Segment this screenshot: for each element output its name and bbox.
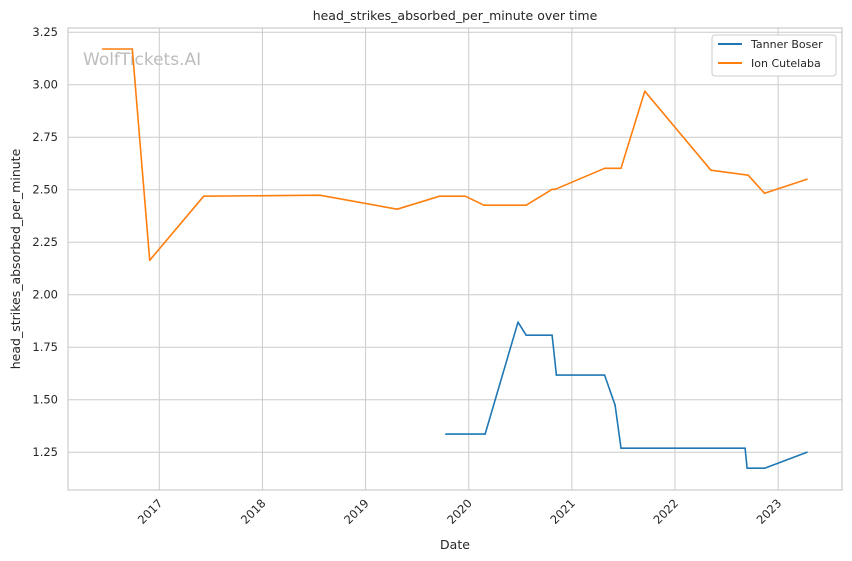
data-point-tanner-boser [551,334,553,337]
data-point-ion-cutelaba [101,48,104,50]
y-tick-label: 1.75 [32,340,58,354]
x-tick-label: 2022 [651,496,682,527]
data-point-tanner-boser [603,374,606,376]
data-point-tanner-boser [484,433,486,435]
data-point-tanner-boser [525,334,528,337]
data-point-ion-cutelaba [464,195,467,198]
data-point-ion-cutelaba [131,48,134,50]
data-point-ion-cutelaba [643,90,646,93]
watermark: WolfTickets.AI [83,50,201,70]
y-tick-label: 2.50 [32,183,58,197]
data-point-tanner-boser [806,451,808,454]
y-tick-label: 3.00 [32,78,58,92]
y-tick-label: 2.00 [32,288,58,302]
data-point-tanner-boser [763,467,766,469]
data-point-ion-cutelaba [806,178,808,180]
grid [68,28,842,490]
legend-label-ion-cutelaba: Ion Cutelaba [751,57,821,70]
data-point-tanner-boser [614,404,616,406]
data-point-ion-cutelaba [747,174,749,177]
chart-title: head_strikes_absorbed_per_minute over ti… [313,8,598,23]
y-tick-labels: 1.25 1.50 1.75 2.00 2.25 2.50 2.75 3.00 3.25 [32,25,58,459]
data-point-ion-cutelaba [148,259,151,262]
x-tick-label: 2021 [547,496,578,527]
y-axis-label: head_strikes_absorbed_per_minute [8,148,23,369]
y-tick-label: 3.25 [32,25,58,39]
data-point-ion-cutelaba [202,195,205,198]
series-line-ion-cutelaba [102,48,808,262]
data-point-ion-cutelaba [319,194,321,196]
data-point-ion-cutelaba [551,188,553,191]
data-point-ion-cutelaba [525,204,528,207]
data-point-ion-cutelaba [620,167,622,170]
x-tick-label: 2018 [238,496,269,527]
legend-label-tanner-boser: Tanner Boser [750,38,823,51]
data-point-ion-cutelaba [483,204,485,207]
y-tick-label: 2.75 [32,130,58,144]
data-point-ion-cutelaba [554,188,557,191]
data-point-ion-cutelaba [438,195,441,198]
data-point-ion-cutelaba [396,208,399,211]
data-point-ion-cutelaba [710,169,712,171]
data-point-tanner-boser [620,447,622,450]
data-point-tanner-boser [744,447,746,450]
x-tick-label: 2019 [341,496,372,527]
y-tick-label: 1.25 [32,445,58,459]
data-point-ion-cutelaba [603,167,606,170]
series-line-tanner-boser [445,321,808,470]
y-tick-label: 2.25 [32,235,58,249]
x-tick-labels: 2017 2018 2019 2020 2021 2022 2023 [135,496,784,527]
data-point-tanner-boser [746,467,748,469]
y-tick-label: 1.50 [32,393,58,407]
x-tick-label: 2020 [444,496,475,527]
legend: Tanner Boser Ion Cutelaba [711,34,837,77]
data-point-tanner-boser [555,374,558,376]
plot-frame [67,27,843,491]
x-tick-label: 2023 [754,496,785,527]
data-point-tanner-boser [517,321,519,324]
series-lines [101,48,808,470]
data-point-ion-cutelaba [763,192,766,195]
data-point-tanner-boser [445,433,447,435]
legend-box [711,34,837,77]
x-axis-label: Date [440,537,470,552]
x-tick-label: 2017 [135,496,166,527]
